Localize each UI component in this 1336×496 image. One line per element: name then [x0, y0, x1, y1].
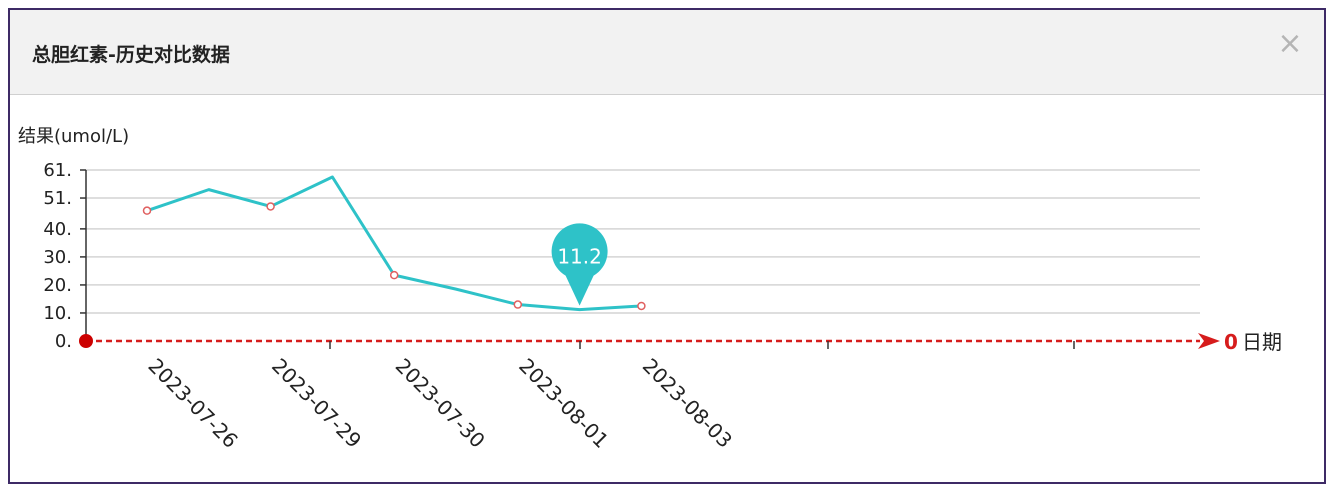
- x-tick-label: 2023-08-01: [514, 354, 613, 453]
- grid-lines: [80, 169, 1200, 342]
- y-axis-label: 结果(umol/L): [18, 126, 130, 147]
- y-tick-label: 0.: [55, 331, 72, 352]
- x-tick-label: 2023-07-29: [267, 354, 366, 453]
- x-axis-label: 日期: [1242, 330, 1282, 354]
- data-point-marker: [637, 301, 646, 311]
- y-tick-labels: 0. 10. 20. 30. 40. 51. 61.: [43, 160, 72, 352]
- y-tick-label: 40.: [43, 219, 72, 240]
- tooltip-value: 11.2: [557, 245, 602, 269]
- origin-dot: [79, 334, 93, 348]
- dialog-header: 总胆红素-历史对比数据 ×: [10, 10, 1324, 95]
- data-point-marker: [266, 202, 275, 211]
- x-tick-label: 2023-08-03: [638, 354, 737, 453]
- line-chart: 0.10.20.30.40.51.61. 0 日期 2023-07-26 2023-…: [43, 160, 1282, 453]
- tooltip-pin: [551, 223, 608, 306]
- data-point-marker: [513, 300, 523, 309]
- y-tick-label: 30.: [43, 247, 72, 268]
- tooltip: 11.2: [551, 223, 608, 306]
- dialog-title: 总胆红素-历史对比数据: [32, 44, 230, 66]
- x-origin-label: 0: [1224, 330, 1238, 354]
- data-point-marker: [389, 270, 399, 280]
- data-point-marker: [142, 206, 152, 215]
- x-tick-label: 2023-07-30: [391, 354, 490, 453]
- y-tick-label: 51.: [43, 188, 72, 209]
- axes: 0 日期: [79, 170, 1282, 354]
- x-tick-label: 2023-07-26: [143, 354, 242, 453]
- y-tick-label: 61.: [43, 160, 72, 181]
- y-tick-label: 10.: [43, 303, 72, 324]
- x-axis-arrow: [1198, 333, 1220, 349]
- history-comparison-dialog: 总胆红素-历史对比数据 × 结果(umol/L) 0. 10. 20. 30. 40. 5…: [8, 8, 1326, 484]
- y-tick-label: 20.: [43, 275, 72, 296]
- series-markers: [142, 202, 646, 311]
- x-tick-labels: 2023-07-26 2023-07-29 2023-07-30 2023-08-01…: [143, 354, 737, 453]
- close-icon[interactable]: ×: [1277, 26, 1303, 61]
